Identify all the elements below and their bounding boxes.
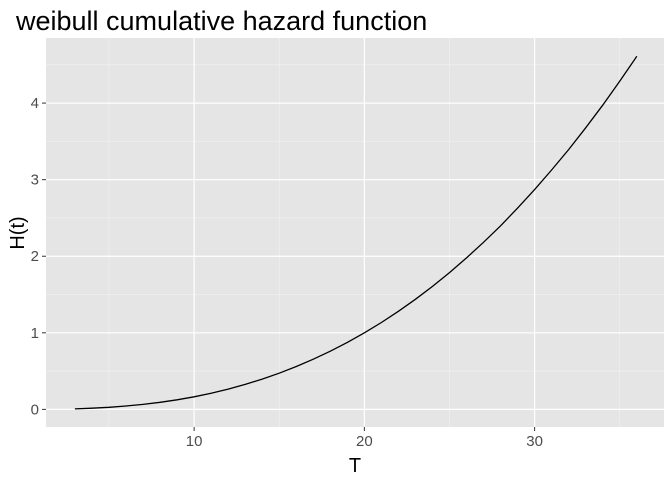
axes: 10 20 30 0 1 2 3 4 [31, 95, 543, 450]
x-axis-label: T [349, 455, 361, 477]
y-tick-label: 4 [31, 95, 39, 112]
x-tick-label: 30 [526, 433, 543, 450]
y-tick-label: 1 [31, 325, 39, 342]
y-tick-label: 3 [31, 172, 39, 189]
y-axis-label: H(t) [7, 216, 29, 249]
x-tick-label: 20 [356, 433, 373, 450]
x-tick-label: 10 [186, 433, 203, 450]
y-tick-label: 0 [31, 401, 39, 418]
plot-panel [46, 38, 664, 427]
series-line [74, 55, 638, 410]
grid-lines [46, 38, 664, 427]
y-tick-label: 2 [31, 248, 39, 265]
chart-title: weibull cumulative hazard function [15, 6, 427, 36]
